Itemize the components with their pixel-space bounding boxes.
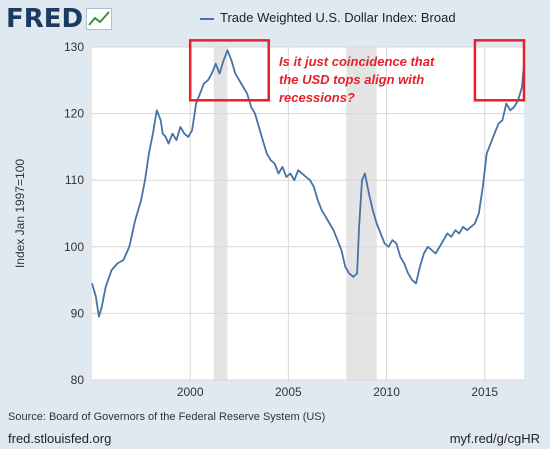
recession-band-0 — [213, 47, 228, 380]
highlight-box-0 — [188, 39, 270, 102]
y-tick-label-120: 120 — [64, 107, 84, 121]
x-tick-label-2005: 2005 — [275, 385, 302, 399]
x-tick-label-2000: 2000 — [177, 385, 204, 399]
series-line-0 — [91, 49, 525, 318]
x-tick-label-2010: 2010 — [373, 385, 400, 399]
legend-swatch — [200, 17, 214, 20]
y-tick-label-80: 80 — [71, 373, 85, 387]
annotation-line-1: the USD tops align with — [279, 72, 424, 87]
plot-area — [92, 47, 524, 380]
y-tick-label-90: 90 — [71, 306, 85, 320]
y-axis-label: Index Jan 1997=100 — [13, 159, 27, 268]
annotation-line-2: recessions? — [279, 90, 355, 105]
y-tick-label-100: 100 — [64, 240, 84, 254]
recession-band-1 — [346, 47, 377, 380]
y-tick-label-130: 130 — [64, 40, 84, 54]
y-tick-label-110: 110 — [65, 173, 84, 187]
legend-label: Trade Weighted U.S. Dollar Index: Broad — [220, 10, 456, 25]
source-note: Source: Board of Governors of the Federa… — [8, 411, 326, 423]
fred-line-chart-icon — [86, 8, 112, 30]
highlight-box-1 — [473, 39, 526, 102]
footer-site-link[interactable]: fred.stlouisfed.org — [8, 431, 112, 446]
footer-short-link[interactable]: myf.red/g/cgHR — [449, 431, 540, 446]
chart-legend: Trade Weighted U.S. Dollar Index: Broad — [200, 10, 456, 25]
fred-logo[interactable]: FRED — [6, 4, 84, 34]
annotation-line-0: Is it just coincidence that — [279, 54, 435, 69]
x-tick-label-2015: 2015 — [471, 385, 498, 399]
